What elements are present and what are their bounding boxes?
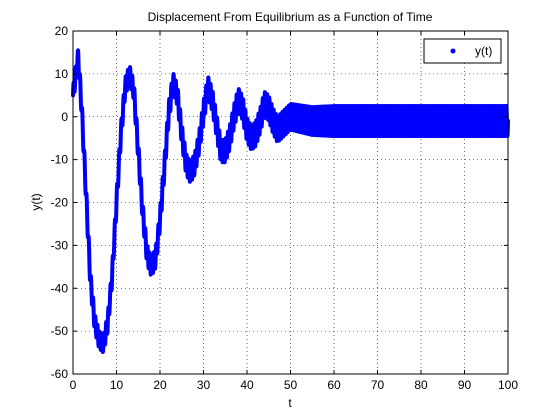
y-tick-label: -30 <box>51 238 69 252</box>
y-tick-label: -60 <box>51 367 69 381</box>
legend: y(t) <box>423 38 502 64</box>
legend-box <box>423 38 502 64</box>
y-tick-label: -50 <box>51 324 69 338</box>
legend-label: y(t) <box>475 44 492 58</box>
x-tick-label: 100 <box>498 378 518 392</box>
x-tick-label: 30 <box>197 378 211 392</box>
x-tick-label: 10 <box>110 378 124 392</box>
plot-area <box>73 31 508 374</box>
x-axis-label: t <box>288 396 292 410</box>
series-line-0 <box>71 48 510 355</box>
series-layer <box>71 48 510 355</box>
y-axis-label: y(t) <box>29 193 43 210</box>
y-tick-label: -40 <box>51 281 69 295</box>
x-tick-label: 20 <box>153 378 167 392</box>
axis-ticks: 0 10 20 30 40 50 60 70 80 90 100-60-50-40-30-20-10… <box>51 24 519 392</box>
x-tick-label: 90 <box>458 378 472 392</box>
x-tick-label: 60 <box>327 378 341 392</box>
x-tick-label: 0 <box>70 378 77 392</box>
x-tick-label: 80 <box>414 378 428 392</box>
y-tick-label: 0 <box>61 110 68 124</box>
y-tick-label: 20 <box>55 24 69 38</box>
y-tick-label: 10 <box>55 67 69 81</box>
y-tick-label: -10 <box>51 153 69 167</box>
x-tick-label: 40 <box>240 378 254 392</box>
chart-title: Displacement From Equilibrium as a Funct… <box>148 10 433 24</box>
x-tick-label: 70 <box>371 378 385 392</box>
legend-marker <box>450 48 456 54</box>
y-tick-label: -20 <box>51 196 69 210</box>
x-tick-label: 50 <box>284 378 298 392</box>
